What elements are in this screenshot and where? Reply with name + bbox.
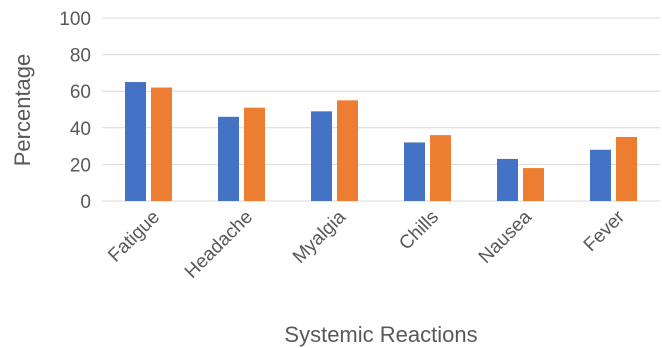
bar-fever-series-1 [590,149,611,201]
gridlines [102,17,660,202]
bar-headache-series-1 [218,116,239,201]
x-tick-label: Fatigue [104,207,164,267]
x-tick-label: Nausea [475,206,536,267]
bars [125,82,637,201]
y-axis-title: Percentage [10,54,35,167]
bar-fatigue-series-2 [151,87,172,201]
y-tick-label: 100 [59,9,91,30]
x-tick-label: Myalgia [289,206,350,267]
bar-headache-series-2 [244,107,265,201]
bar-myalgia-series-2 [337,100,358,201]
bar-fever-series-2 [616,136,637,201]
bar-fatigue-series-1 [125,82,146,201]
x-tick-label: Headache [181,207,257,283]
bar-nausea-series-1 [497,158,518,201]
y-tick-label: 80 [70,46,91,67]
y-tick-label: 60 [70,82,91,103]
x-axis-title: Systemic Reactions [284,322,477,347]
y-tick-labels: 0 20 40 60 80 100 [59,9,91,213]
bar-nausea-series-2 [523,168,544,201]
bar-chills-series-2 [430,135,451,201]
bar-chills-series-1 [404,142,425,201]
y-tick-label: 20 [70,155,91,176]
bar-myalgia-series-1 [311,111,332,201]
x-tick-label: Fever [580,206,630,256]
y-tick-label: 40 [70,119,91,140]
x-tick-label: Chills [395,207,443,255]
y-tick-label: 0 [80,192,91,213]
x-tick-labels: Fatigue Headache Myalgia Chills Nausea Fever [104,206,629,283]
